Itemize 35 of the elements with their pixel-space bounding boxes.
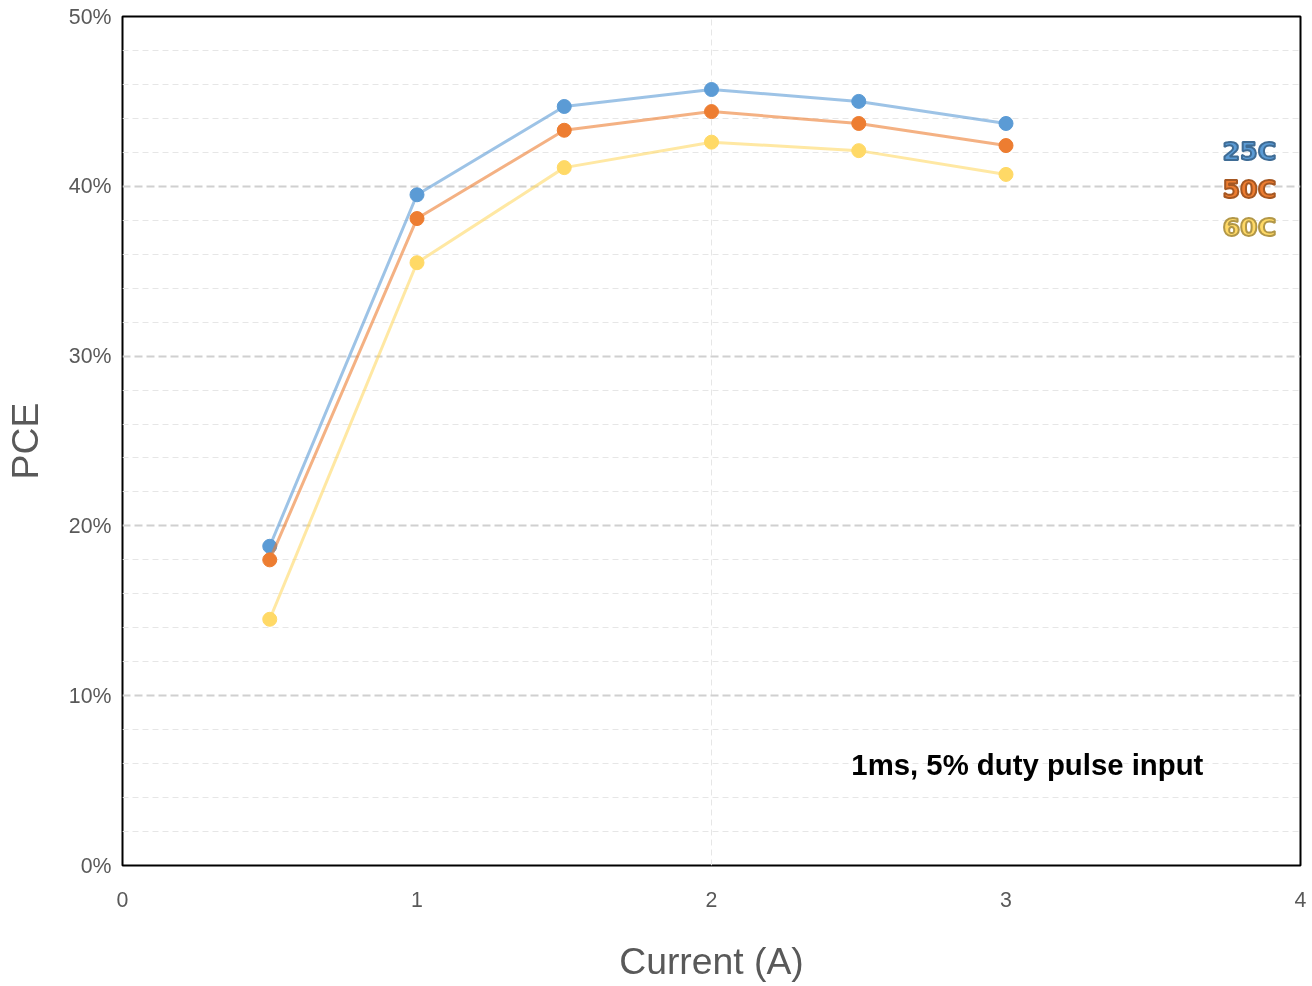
x-tick-label: 3 xyxy=(1000,887,1012,912)
x-tick-label: 0 xyxy=(116,887,129,912)
annotation: 1ms, 5% duty pulse input xyxy=(851,747,1204,781)
point xyxy=(851,143,867,159)
text: 25C xyxy=(1222,135,1277,166)
point xyxy=(704,104,719,120)
point xyxy=(262,538,278,554)
y-tick-label: 30% xyxy=(68,344,112,369)
point xyxy=(556,99,572,114)
point xyxy=(998,138,1014,154)
point xyxy=(556,122,572,138)
y-tick-label: 40% xyxy=(68,174,112,199)
text: 50C xyxy=(1222,173,1277,204)
point xyxy=(409,211,425,227)
x-tick-label: 2 xyxy=(705,887,718,912)
point xyxy=(998,115,1014,131)
point xyxy=(851,115,867,131)
point xyxy=(998,166,1014,182)
x-tick-label: 4 xyxy=(1294,887,1307,912)
x-tick-label: 1 xyxy=(411,887,423,912)
point xyxy=(409,255,425,271)
point xyxy=(851,93,867,109)
point xyxy=(262,552,278,568)
x-axis-title: Current (A) xyxy=(619,939,804,982)
point xyxy=(409,187,425,203)
y-tick-label: 20% xyxy=(68,513,112,538)
y-tick-label: 0% xyxy=(80,853,112,878)
point xyxy=(704,82,719,97)
y-tick-label: 10% xyxy=(68,683,112,708)
y-axis-title: PCE xyxy=(3,402,46,480)
point xyxy=(262,611,278,627)
y-tick-label: 50% xyxy=(68,4,112,29)
point xyxy=(556,160,572,176)
point xyxy=(704,134,719,150)
text: 60C xyxy=(1222,211,1277,242)
